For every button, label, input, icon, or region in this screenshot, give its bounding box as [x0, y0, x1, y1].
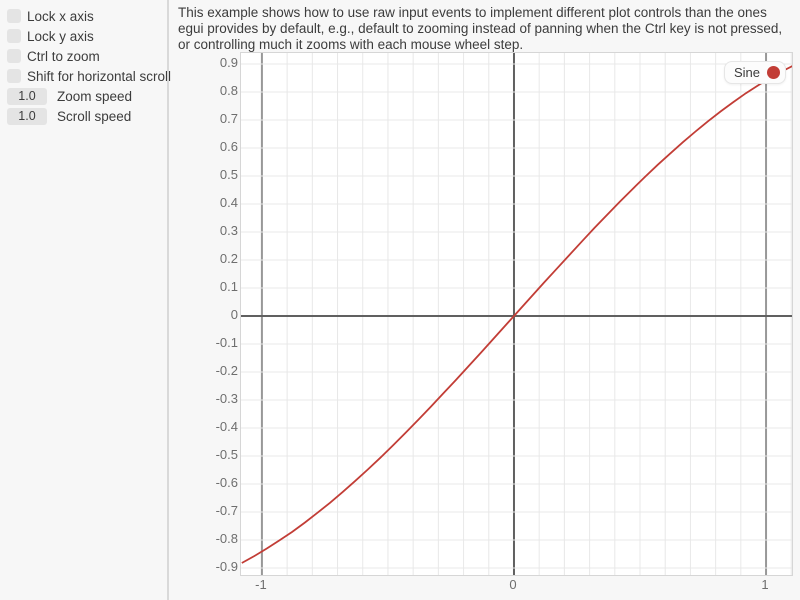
y-tick-label: 0.1	[219, 279, 238, 295]
x-tick-label: 1	[761, 577, 769, 592]
y-tick-label: -0.4	[215, 419, 238, 435]
description-text: This example shows how to use raw input …	[178, 5, 783, 52]
y-tick-label: 0.3	[219, 223, 238, 239]
legend-sine-dot-icon	[767, 66, 780, 79]
y-tick-label: -0.8	[215, 531, 238, 546]
sidebar: Lock x axis Lock y axis Ctrl to zoom Shi…	[0, 0, 171, 600]
zoom-speed-label: Zoom speed	[57, 88, 133, 104]
checkbox-lock-y-axis[interactable]: Lock y axis	[0, 26, 167, 46]
y-tick-label: 0	[230, 307, 238, 323]
plot-area[interactable]: Sine	[240, 52, 793, 576]
y-tick-label: 0.2	[219, 251, 238, 267]
x-tick-label: 0	[509, 577, 517, 592]
y-tick-label: -0.6	[215, 475, 238, 490]
y-tick-label: 0.7	[219, 111, 238, 127]
checkbox-label: Lock y axis	[27, 28, 94, 44]
y-tick-label: 0.9	[219, 55, 238, 71]
y-tick-label: -0.7	[215, 503, 238, 518]
checkbox-box-icon[interactable]	[7, 49, 21, 63]
zoom-speed-dragvalue[interactable]: 1.0	[7, 87, 47, 105]
y-tick-label: 0.5	[219, 167, 238, 183]
y-tick-label: -0.2	[215, 363, 238, 379]
scroll-speed-label: Scroll speed	[57, 108, 132, 124]
checkbox-box-icon[interactable]	[7, 29, 21, 43]
scroll-speed-dragvalue[interactable]: 1.0	[7, 107, 47, 125]
checkbox-box-icon[interactable]	[7, 69, 21, 83]
series-line-sine	[241, 65, 792, 564]
panel-separator	[167, 0, 169, 600]
y-tick-label: -0.3	[215, 391, 238, 407]
y-tick-label: 0.8	[219, 83, 238, 99]
y-tick-label: 0.6	[219, 139, 238, 155]
y-tick-label: -0.5	[215, 447, 238, 462]
y-tick-label: -0.1	[215, 335, 238, 351]
checkbox-box-icon[interactable]	[7, 9, 21, 23]
checkbox-ctrl-to-zoom[interactable]: Ctrl to zoom	[0, 46, 167, 66]
x-tick-label: -1	[255, 577, 267, 592]
plot-legend[interactable]: Sine	[723, 61, 786, 84]
y-tick-label: -0.9	[215, 559, 238, 574]
checkbox-label: Ctrl to zoom	[27, 48, 100, 64]
checkbox-shift-horizontal-scroll[interactable]: Shift for horizontal scroll	[0, 66, 171, 86]
legend-series-label: Sine	[733, 65, 760, 80]
plot-canvas[interactable]	[241, 53, 792, 575]
checkbox-lock-x-axis[interactable]: Lock x axis	[0, 6, 167, 26]
checkbox-label: Lock x axis	[27, 8, 94, 24]
y-tick-label: 0.4	[219, 195, 238, 211]
zoom-speed-row: 1.0 Zoom speed	[0, 86, 167, 106]
scroll-speed-row: 1.0 Scroll speed	[0, 106, 167, 126]
checkbox-label: Shift for horizontal scroll	[27, 68, 172, 84]
